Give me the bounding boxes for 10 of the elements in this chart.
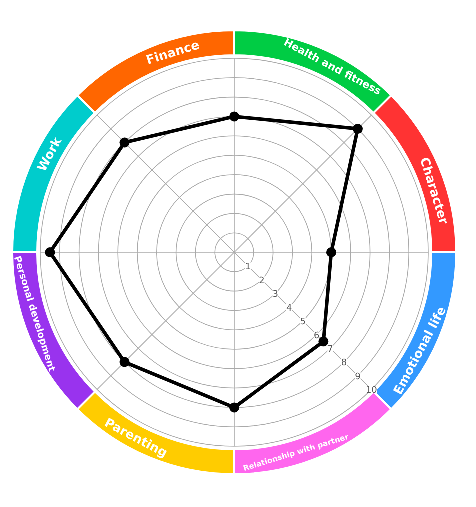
y-tick-label: 9	[355, 372, 362, 382]
y-tick-label: 10	[366, 386, 378, 396]
y-tick-label: 5	[300, 318, 306, 328]
y-tick-label: 6	[314, 331, 320, 342]
y-tick-label: 3	[272, 290, 279, 300]
y-tick-label: 4	[286, 304, 293, 314]
y-tick-label: 1	[245, 262, 252, 273]
y-tick-label: 7	[328, 345, 334, 356]
y-tick-label: 2	[259, 276, 265, 286]
y-tick-label: 8	[341, 358, 348, 369]
